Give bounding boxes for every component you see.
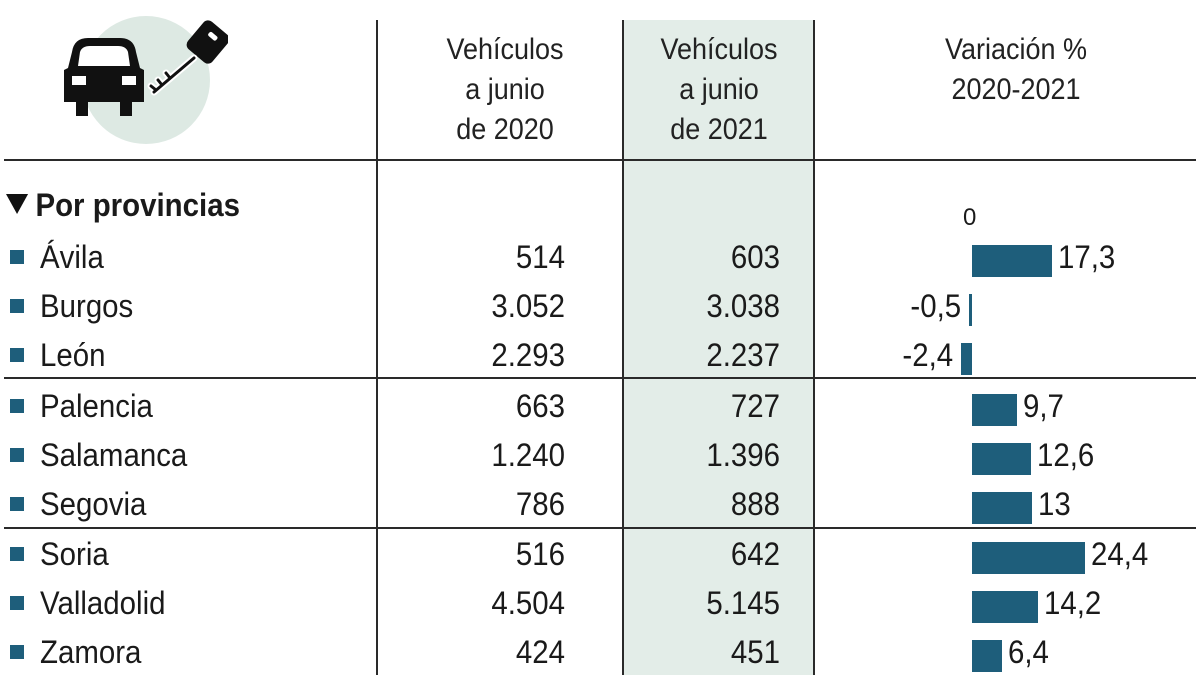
group-separator-2 [4,527,1196,529]
variation-label: 14,2 [1044,585,1102,621]
value-2021: 5.145 [706,585,780,621]
header-2021-line-2: a junio [679,73,759,106]
province-name: Valladolid [40,585,166,621]
variation-label: 17,3 [1058,239,1116,275]
car-key-icon [58,12,230,144]
zero-axis-label: 0 [963,204,977,231]
table-row: Burgos 3.052 3.038 -0,5 [0,282,1200,330]
value-2021: 888 [730,486,780,522]
header-2021-line-3: de 2021 [670,113,768,146]
variation-bar [960,343,972,375]
divider-vertical-3 [813,20,815,675]
value-2021: 2.237 [706,337,780,373]
row-bullet-icon [10,299,24,313]
province-name: Ávila [40,239,104,275]
header-2021-line-1: Vehículos [660,33,778,66]
value-2020: 3.052 [491,288,565,324]
group-separator-1 [4,377,1196,379]
table-row: Segovia 786 888 13 [0,480,1200,528]
header-2020-line-2: a junio [465,73,545,106]
row-bullet-icon [10,399,24,413]
province-name: Segovia [40,486,147,522]
value-2021: 603 [730,239,780,275]
column-header-2020: Vehículos a junio de 2020 [410,30,600,150]
header-variation-line-1: Variación % [944,33,1088,66]
row-bullet-icon [10,547,24,561]
header-variation-line-2: 2020-2021 [951,73,1081,106]
value-2020: 514 [515,239,565,275]
row-bullet-icon [10,448,24,462]
triangle-down-icon [6,194,29,214]
province-name: León [40,337,106,373]
table-row: Palencia 663 727 9,7 [0,382,1200,430]
province-name: Zamora [40,634,142,670]
section-heading: Por provincias [6,185,240,225]
province-name: Burgos [40,288,134,324]
header-2020-line-1: Vehículos [446,33,564,66]
value-2021: 727 [730,388,780,424]
variation-label: 12,6 [1036,437,1094,473]
header-2020-line-3: de 2020 [456,113,554,146]
variation-label: 9,7 [1023,388,1065,424]
variation-bar [972,591,1039,623]
column-header-variation: Variación % 2020-2021 [906,30,1126,110]
variation-label: -0,5 [910,288,961,324]
value-2020: 1.240 [491,437,565,473]
header-separator [4,159,1196,161]
province-name: Soria [40,536,109,572]
province-name: Palencia [40,388,153,424]
variation-label: 6,4 [1007,634,1049,670]
variation-label: -2,4 [902,337,953,373]
variation-bar [969,294,972,326]
value-2020: 786 [515,486,565,522]
variation-bar [972,640,1002,672]
variation-bar [972,443,1031,475]
table-row: Zamora 424 451 6,4 [0,628,1200,676]
value-2021: 1.396 [706,437,780,473]
value-2020: 663 [515,388,565,424]
column-header-2021: Vehículos a junio de 2021 [624,30,814,150]
value-2020: 424 [515,634,565,670]
table-row: Salamanca 1.240 1.396 12,6 [0,431,1200,479]
section-label: Por provincias [35,187,240,223]
variation-bar [972,394,1018,426]
table-row: Soria 516 642 24,4 [0,530,1200,578]
province-name: Salamanca [40,437,188,473]
row-bullet-icon [10,250,24,264]
variation-bar [972,245,1053,277]
table-row: Ávila 514 603 17,3 [0,233,1200,281]
row-bullet-icon [10,596,24,610]
variation-bar [972,492,1033,524]
row-bullet-icon [10,497,24,511]
table-row: León 2.293 2.237 -2,4 [0,331,1200,379]
divider-vertical-2 [622,20,624,675]
divider-vertical-1 [376,20,378,675]
value-2020: 516 [515,536,565,572]
variation-label: 24,4 [1091,536,1149,572]
value-2021: 451 [730,634,780,670]
variation-bar [972,542,1086,574]
highlight-column-2021 [623,20,814,675]
value-2020: 2.293 [491,337,565,373]
table-row: Valladolid 4.504 5.145 14,2 [0,579,1200,627]
value-2020: 4.504 [491,585,565,621]
value-2021: 3.038 [706,288,780,324]
variation-label: 13 [1038,486,1072,522]
value-2021: 642 [730,536,780,572]
row-bullet-icon [10,645,24,659]
row-bullet-icon [10,348,24,362]
